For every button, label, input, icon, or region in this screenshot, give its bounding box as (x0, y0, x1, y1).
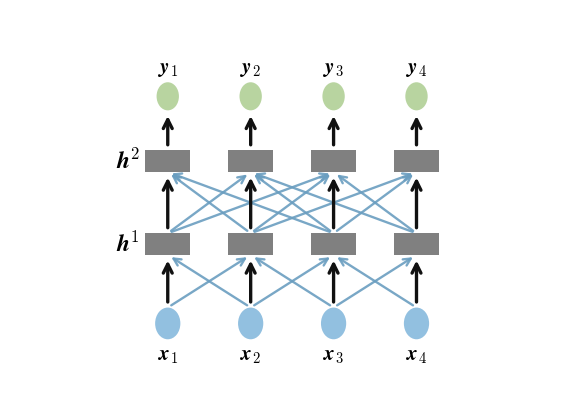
Ellipse shape (238, 307, 263, 339)
Bar (394, 150, 439, 172)
Text: $\boldsymbol{x}_4$: $\boldsymbol{x}_4$ (406, 346, 427, 367)
Text: $\boldsymbol{x}_1$: $\boldsymbol{x}_1$ (157, 346, 178, 367)
Ellipse shape (323, 82, 345, 110)
Bar (311, 150, 356, 172)
Bar (145, 233, 190, 255)
Bar (229, 233, 273, 255)
Text: $\boldsymbol{h}^1$: $\boldsymbol{h}^1$ (116, 232, 140, 257)
Text: $\boldsymbol{y}_3$: $\boldsymbol{y}_3$ (323, 59, 344, 79)
Text: $\boldsymbol{x}_2$: $\boldsymbol{x}_2$ (240, 346, 261, 367)
Ellipse shape (321, 307, 346, 339)
Text: $\boldsymbol{y}_4$: $\boldsymbol{y}_4$ (406, 59, 427, 79)
Text: $\boldsymbol{h}^2$: $\boldsymbol{h}^2$ (116, 149, 140, 174)
Text: $\boldsymbol{x}_3$: $\boldsymbol{x}_3$ (323, 346, 344, 367)
Ellipse shape (157, 82, 179, 110)
Text: $\boldsymbol{y}_2$: $\boldsymbol{y}_2$ (241, 59, 261, 79)
Ellipse shape (404, 307, 429, 339)
Bar (145, 150, 190, 172)
Ellipse shape (239, 82, 262, 110)
Bar (394, 233, 439, 255)
Text: $\boldsymbol{y}_1$: $\boldsymbol{y}_1$ (158, 59, 178, 79)
Bar (229, 150, 273, 172)
Ellipse shape (155, 307, 180, 339)
Ellipse shape (405, 82, 428, 110)
Bar (311, 233, 356, 255)
